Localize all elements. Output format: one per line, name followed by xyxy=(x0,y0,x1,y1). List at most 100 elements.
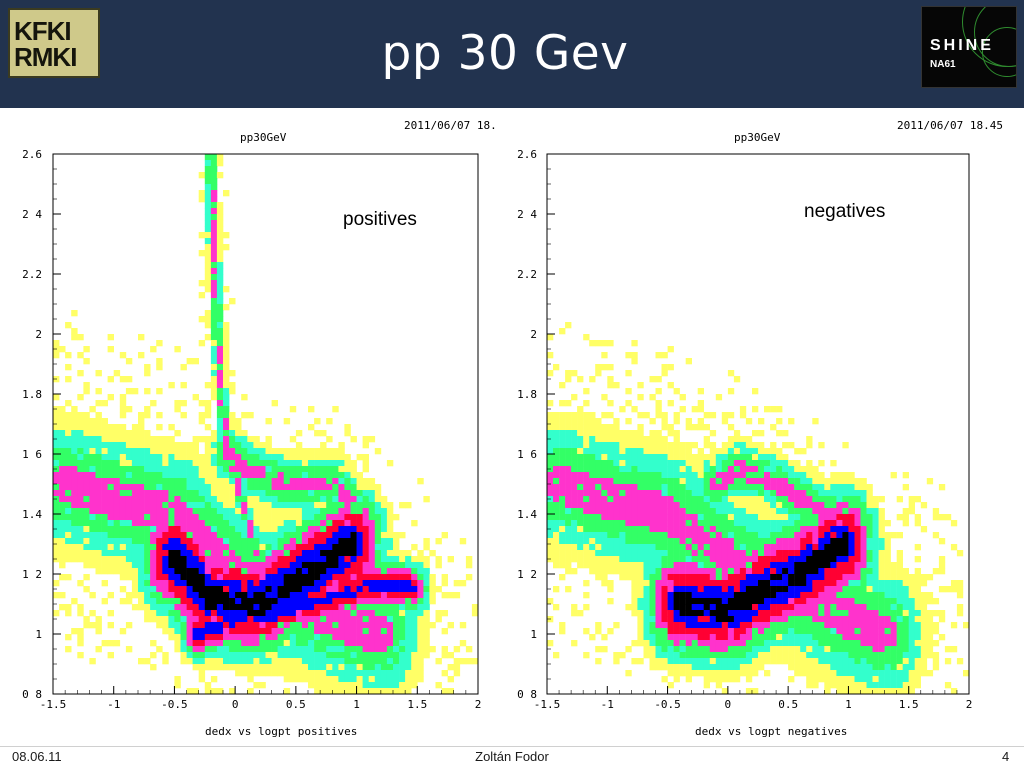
density-cell xyxy=(229,652,236,659)
density-cell xyxy=(174,454,181,461)
density-cell xyxy=(776,544,783,551)
density-cell xyxy=(374,508,382,515)
density-cell xyxy=(782,496,789,503)
density-cell xyxy=(685,652,692,659)
density-cell xyxy=(758,628,765,635)
density-cell xyxy=(643,640,650,647)
density-cell xyxy=(601,574,608,581)
density-cell xyxy=(386,622,394,629)
density-cell xyxy=(673,502,680,509)
density-cell xyxy=(308,664,315,671)
density-cell xyxy=(271,670,278,677)
density-cell xyxy=(739,544,747,551)
density-cell xyxy=(350,514,357,521)
density-cell xyxy=(107,334,114,341)
density-cell xyxy=(727,676,735,683)
density-cell xyxy=(95,490,102,497)
density-cell xyxy=(283,610,291,617)
density-cell xyxy=(301,478,309,485)
density-cell xyxy=(872,622,879,629)
density-cell xyxy=(595,454,602,461)
density-cell xyxy=(374,610,382,617)
density-cell xyxy=(393,556,400,563)
density-cell xyxy=(271,658,278,665)
density-cell xyxy=(613,514,620,521)
density-cell xyxy=(192,448,199,455)
density-cell xyxy=(77,604,84,611)
density-cell xyxy=(326,688,333,695)
density-cell xyxy=(247,676,254,683)
density-cell xyxy=(150,508,157,515)
density-cell xyxy=(691,472,698,479)
density-cell xyxy=(830,502,837,509)
density-cell xyxy=(198,538,206,545)
density-cell xyxy=(776,478,783,485)
density-cell xyxy=(125,526,133,533)
density-cell xyxy=(374,616,382,623)
density-cell xyxy=(210,688,218,695)
density-cell xyxy=(776,574,783,581)
density-cell xyxy=(709,562,717,569)
density-cell xyxy=(253,568,260,575)
density-cell xyxy=(59,556,66,563)
density-cell xyxy=(53,532,60,539)
density-cell xyxy=(277,526,284,533)
density-cell xyxy=(631,358,638,365)
density-cell xyxy=(655,532,662,539)
density-cell xyxy=(83,508,90,515)
density-cell xyxy=(932,622,940,629)
density-cell xyxy=(386,538,394,545)
density-cell xyxy=(571,550,578,557)
density-cell xyxy=(613,430,620,437)
density-cell xyxy=(89,430,96,437)
density-cell xyxy=(198,418,206,425)
density-cell xyxy=(204,592,212,599)
density-cell xyxy=(818,490,825,497)
density-cell xyxy=(950,520,958,527)
density-cell xyxy=(350,580,357,587)
density-cell xyxy=(168,478,175,485)
density-cell xyxy=(216,274,224,281)
density-cell xyxy=(95,430,102,437)
density-cell xyxy=(393,598,400,605)
density-cell xyxy=(180,574,187,581)
density-cell xyxy=(174,568,181,575)
density-cell xyxy=(210,310,218,317)
density-cell xyxy=(65,454,72,461)
density-cell xyxy=(848,622,855,629)
density-cell xyxy=(679,562,686,569)
density-cell xyxy=(53,442,60,449)
density-cell xyxy=(332,562,339,569)
density-cell xyxy=(77,418,84,425)
density-cell xyxy=(890,580,897,587)
density-cell xyxy=(703,532,710,539)
density-cell xyxy=(902,598,909,605)
density-cell xyxy=(77,412,84,419)
density-cell xyxy=(374,538,382,545)
density-cell xyxy=(643,526,650,533)
density-cell xyxy=(733,598,741,605)
density-cell xyxy=(131,472,139,479)
density-cell xyxy=(265,640,272,647)
density-cell xyxy=(229,574,236,581)
density-cell xyxy=(619,652,626,659)
density-cell xyxy=(788,472,795,479)
density-cell xyxy=(277,640,284,647)
density-cell xyxy=(150,448,157,455)
density-cell xyxy=(715,652,723,659)
density-cell xyxy=(812,628,819,635)
density-cell xyxy=(77,334,84,341)
density-cell xyxy=(758,652,765,659)
density-cell xyxy=(162,598,169,605)
density-cell xyxy=(776,472,783,479)
density-cell xyxy=(119,352,127,359)
density-cell xyxy=(739,484,747,491)
density-cell xyxy=(745,478,753,485)
density-cell xyxy=(637,472,644,479)
density-cell xyxy=(800,574,807,581)
density-cell xyxy=(589,448,596,455)
density-cell xyxy=(818,562,825,569)
density-cell xyxy=(259,634,266,641)
density-cell xyxy=(223,448,230,455)
density-cell xyxy=(758,544,765,551)
